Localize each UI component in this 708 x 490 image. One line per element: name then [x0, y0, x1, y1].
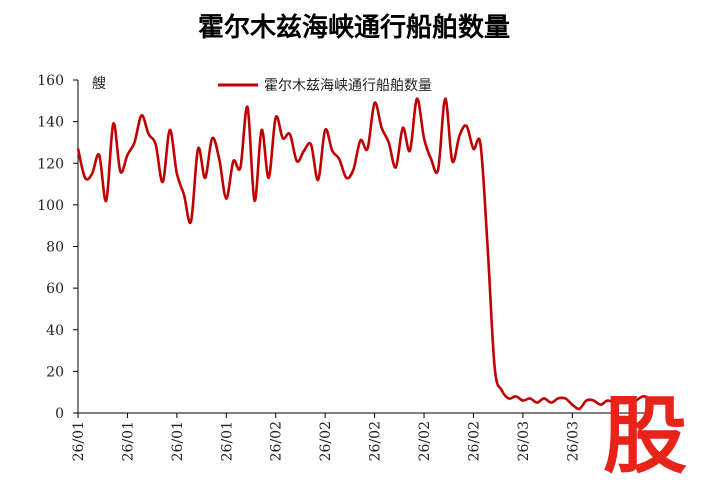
x-tick-label: 26/03 [565, 421, 581, 461]
x-tick-label: 26/03 [516, 421, 532, 461]
y-tick-label: 120 [37, 156, 64, 172]
chart-title: 霍尔木兹海峡通行船舶数量 [198, 12, 510, 43]
data-line [76, 97, 651, 411]
y-tick-label: 0 [55, 406, 64, 422]
x-tick-label: 26/02 [466, 421, 482, 461]
x-tick-label: 26/02 [417, 421, 433, 461]
x-tick-label: 26/02 [318, 421, 334, 461]
x-tick-label: 26/01 [71, 421, 87, 461]
x-tick-label: 26/02 [269, 421, 285, 461]
legend-label: 霍尔木兹海峡通行船舶数量 [264, 78, 432, 94]
watermark: 股 [603, 387, 687, 485]
x-tick-label: 26/01 [219, 421, 235, 461]
x-tick-label: 26/01 [170, 421, 186, 461]
y-unit: 艘 [92, 76, 106, 92]
x-tick-label: 26/02 [368, 421, 384, 461]
y-tick-label: 140 [37, 115, 64, 131]
x-tick-label: 26/01 [120, 421, 136, 461]
y-tick-label: 40 [46, 323, 64, 339]
y-tick-label: 80 [46, 240, 64, 256]
y-tick-label: 20 [46, 364, 64, 380]
y-tick-label: 160 [37, 73, 64, 89]
y-tick-label: 60 [46, 281, 64, 297]
y-tick-label: 100 [37, 198, 64, 214]
